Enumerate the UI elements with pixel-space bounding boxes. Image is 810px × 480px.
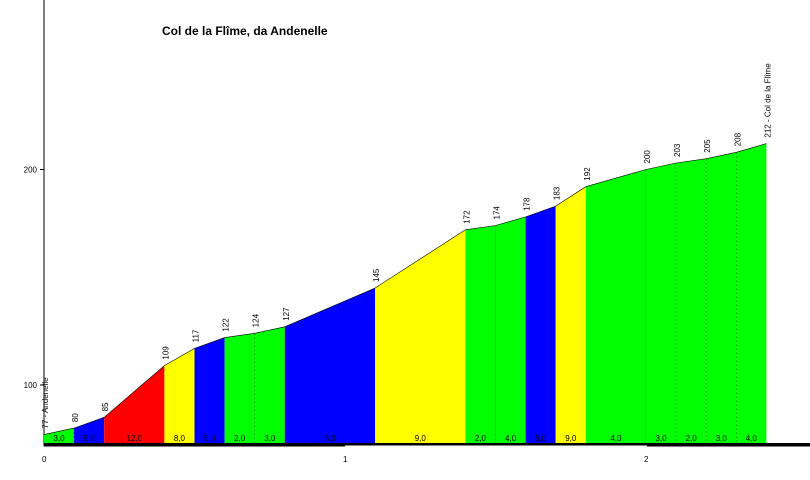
segment-gradient-label: 5,0 xyxy=(204,434,216,443)
segment-fill-17 xyxy=(736,143,767,443)
elevation-label-13: 192 xyxy=(583,167,592,181)
segments-layer: 3,0 5,0 12,0 8,0 5,0 2,0 3,0 6,0 9,0 2,0 4,0 5,0 9,0… xyxy=(44,143,767,444)
segment-fill-1 xyxy=(74,417,105,443)
segment-fill-0 xyxy=(44,428,75,443)
y-tick-label-1: 200 xyxy=(24,166,38,175)
elevation-label-18: 212 - Col de la Flîme xyxy=(763,63,772,138)
y-tick-label-0: 100 xyxy=(24,381,38,390)
segment-fill-5 xyxy=(224,333,255,443)
elevation-label-16: 205 xyxy=(703,139,712,153)
elevation-label-2: 85 xyxy=(101,402,110,411)
elevation-label-10: 174 xyxy=(493,206,502,220)
segment-gradient-label: 3,0 xyxy=(655,434,667,443)
segment-fill-4 xyxy=(194,337,225,443)
segment-fill-13 xyxy=(585,169,646,443)
segment-gradient-label: 2,0 xyxy=(234,434,246,443)
segment-fill-2 xyxy=(104,365,165,443)
segment-gradient-label: 4,0 xyxy=(505,434,517,443)
elevation-label-7: 127 xyxy=(282,307,291,321)
elevation-label-5: 122 xyxy=(222,318,231,332)
segment-gradient-label: 5,0 xyxy=(84,434,96,443)
profile-layer xyxy=(43,143,767,435)
segment-gradient-label: 4,0 xyxy=(610,434,622,443)
elevation-label-4: 117 xyxy=(192,329,201,342)
elevation-label-6: 124 xyxy=(252,313,261,327)
elevation-label-1: 80 xyxy=(71,413,80,422)
segment-gradient-label: 2,0 xyxy=(686,434,698,443)
segment-fill-7 xyxy=(284,288,376,443)
x-tick-label-1: 1 xyxy=(343,455,348,464)
segment-gradient-label: 6,0 xyxy=(324,434,336,443)
chart-title: Col de la Flîme, da Andenelle xyxy=(162,24,328,38)
segment-fill-3 xyxy=(164,348,195,443)
elevation-label-11: 178 xyxy=(523,197,532,211)
segment-gradient-label: 3,0 xyxy=(53,434,65,443)
elevation-label-15: 203 xyxy=(673,143,682,157)
elevation-label-12: 183 xyxy=(553,186,562,200)
axis-layer: 0 1 2 100 200 xyxy=(24,166,810,464)
elevation-label-14: 200 xyxy=(643,150,652,164)
elevation-label-3: 109 xyxy=(161,346,170,360)
segment-gradient-label: 3,0 xyxy=(264,434,276,443)
segment-fill-15 xyxy=(676,158,707,443)
segment-gradient-label: 2,0 xyxy=(475,434,487,443)
elevation-label-9: 172 xyxy=(462,210,471,224)
elevation-label-0: 77 - Andenelle xyxy=(41,377,50,429)
elevation-label-17: 208 xyxy=(733,132,742,146)
segment-gradient-label: 9,0 xyxy=(565,434,577,443)
segment-fill-16 xyxy=(706,152,737,444)
elevation-label-8: 145 xyxy=(372,268,381,282)
segment-fill-12 xyxy=(555,186,586,443)
segment-fill-8 xyxy=(375,229,466,443)
profile-line xyxy=(43,143,767,435)
x-tick-label-2: 2 xyxy=(644,455,649,464)
x-tick-label-0: 0 xyxy=(42,455,47,464)
segment-gradient-label: 4,0 xyxy=(746,434,758,443)
segment-fill-11 xyxy=(525,206,556,443)
segment-fill-10 xyxy=(495,216,526,443)
segment-gradient-label: 5,0 xyxy=(535,434,547,443)
segment-gradient-label: 8,0 xyxy=(174,434,186,443)
segment-fill-14 xyxy=(646,163,677,443)
x-axis-bar xyxy=(44,443,810,446)
segment-fill-6 xyxy=(254,326,285,443)
labels-layer: 77 - Andenelle 80 85 109 117 122 124 127 145 172 1… xyxy=(41,63,772,429)
segment-gradient-label: 9,0 xyxy=(415,434,427,443)
segment-fill-9 xyxy=(465,225,496,443)
segment-gradient-label: 12,0 xyxy=(127,434,143,443)
segment-gradient-label: 3,0 xyxy=(716,434,728,443)
